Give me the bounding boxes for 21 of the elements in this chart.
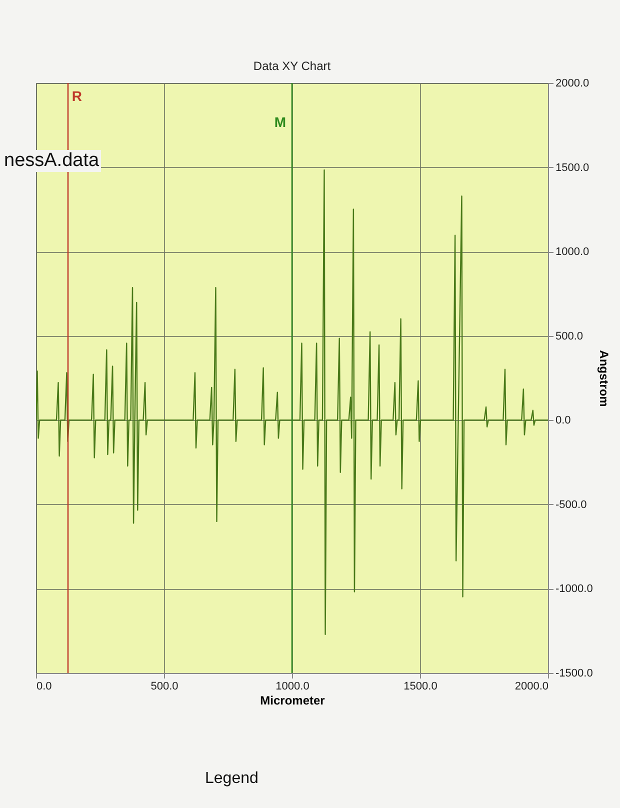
text: Legend bbox=[205, 770, 258, 788]
y-tick-label: 1000.0 bbox=[556, 246, 590, 258]
line-series bbox=[36, 169, 548, 635]
x-tick-label: 500.0 bbox=[150, 680, 178, 692]
chart-title: Data XY Chart bbox=[253, 59, 332, 73]
y-tick-label: 1500.0 bbox=[556, 162, 590, 174]
annotation: nessA.data bbox=[2, 150, 102, 172]
y-tick-label: -500.0 bbox=[556, 498, 587, 511]
y-tick-label: 500.0 bbox=[556, 330, 584, 342]
ref-line-label: M bbox=[274, 114, 286, 130]
y-tick-label: -1000.0 bbox=[556, 583, 593, 596]
y-tick-label: -1500.0 bbox=[556, 668, 593, 680]
y-axis-title: Angstrom bbox=[596, 350, 611, 407]
y-tick-label: 0.0 bbox=[556, 414, 571, 427]
x-tick-label: 0.0 bbox=[36, 680, 52, 692]
ref-line-label: R bbox=[72, 88, 82, 104]
x-tick-label: 2000.0 bbox=[514, 680, 548, 692]
x-axis-title: Micrometer bbox=[260, 694, 326, 708]
x-tick-label: 1000.0 bbox=[276, 680, 310, 692]
y-tick-label: 2000.0 bbox=[556, 78, 590, 90]
x-tick-label: 1500.0 bbox=[404, 680, 438, 692]
